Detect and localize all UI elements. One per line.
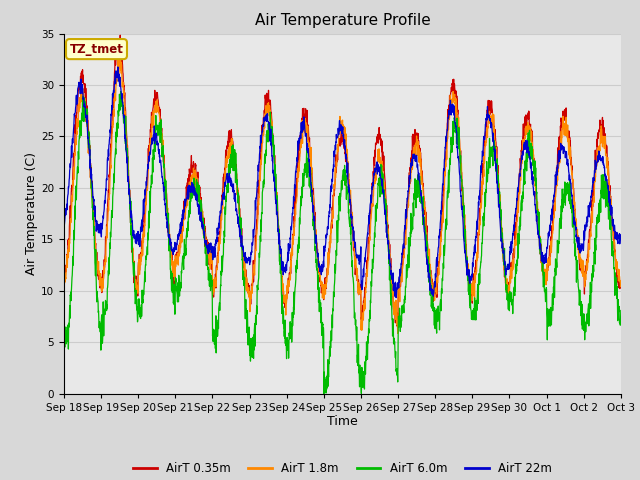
AirT 0.35m [394, 324, 401, 329]
AirT 1.8m [60, 282, 68, 288]
AirT 1.8m [359, 312, 367, 317]
AirT 22m [584, 219, 591, 225]
Y-axis label: Air Temperature (C): Air Temperature (C) [25, 152, 38, 275]
AirT 0.35m [568, 163, 576, 169]
AirT 22m [568, 192, 576, 198]
AirT 22m [114, 64, 122, 70]
AirT 1.8m [505, 295, 513, 301]
AirT 0.35m [216, 229, 223, 235]
AirT 6.0m [505, 291, 513, 297]
AirT 22m [60, 222, 68, 228]
AirT 6.0m [60, 330, 68, 336]
Line: AirT 22m: AirT 22m [64, 67, 621, 298]
Line: AirT 6.0m: AirT 6.0m [64, 92, 621, 394]
AirT 1.8m [584, 265, 591, 271]
AirT 0.35m [116, 32, 124, 38]
AirT 22m [371, 168, 379, 173]
Text: TZ_tmet: TZ_tmet [70, 43, 124, 56]
AirT 6.0m [216, 300, 223, 306]
AirT 0.35m [505, 291, 513, 297]
AirT 0.35m [371, 160, 379, 166]
AirT 0.35m [60, 268, 68, 274]
AirT 6.0m [320, 391, 328, 396]
AirT 1.8m [617, 278, 625, 284]
AirT 1.8m [216, 232, 223, 238]
AirT 0.35m [359, 302, 367, 308]
Line: AirT 1.8m: AirT 1.8m [64, 59, 621, 334]
AirT 6.0m [371, 224, 379, 229]
Title: Air Temperature Profile: Air Temperature Profile [255, 13, 430, 28]
AirT 6.0m [617, 308, 625, 313]
AirT 6.0m [117, 89, 125, 95]
AirT 6.0m [584, 321, 591, 326]
AirT 22m [505, 266, 513, 272]
AirT 1.8m [568, 172, 576, 178]
AirT 6.0m [359, 384, 367, 390]
Line: AirT 0.35m: AirT 0.35m [64, 35, 621, 326]
AirT 22m [617, 232, 625, 238]
AirT 22m [392, 295, 400, 300]
AirT 0.35m [584, 252, 591, 257]
AirT 0.35m [617, 285, 625, 290]
X-axis label: Time: Time [327, 415, 358, 429]
AirT 1.8m [371, 180, 379, 186]
AirT 1.8m [394, 331, 401, 336]
AirT 22m [359, 279, 367, 285]
AirT 22m [216, 213, 223, 219]
AirT 6.0m [568, 197, 576, 203]
AirT 1.8m [115, 56, 122, 62]
Legend: AirT 0.35m, AirT 1.8m, AirT 6.0m, AirT 22m: AirT 0.35m, AirT 1.8m, AirT 6.0m, AirT 2… [128, 457, 557, 480]
